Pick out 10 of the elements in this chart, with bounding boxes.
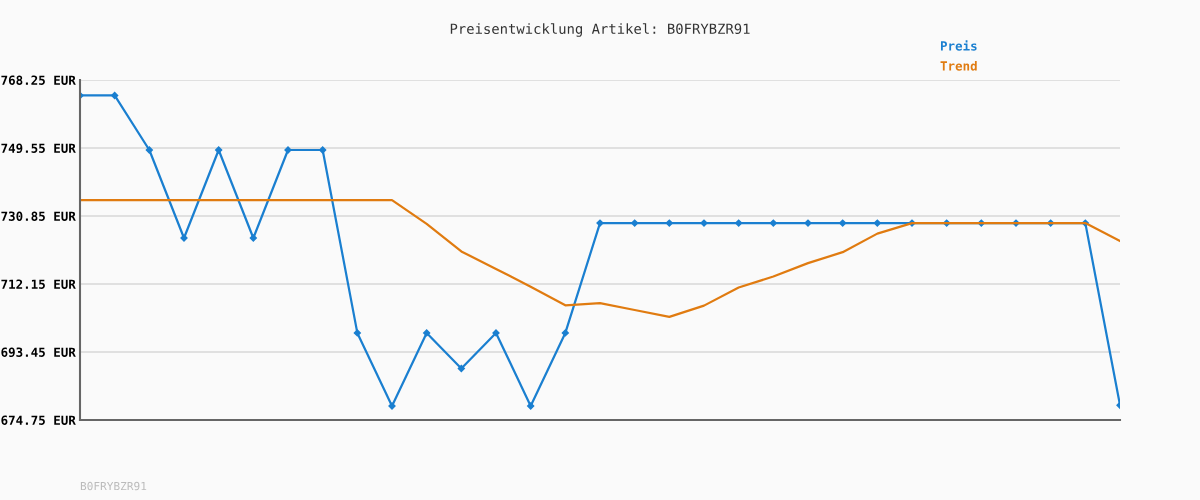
text: Trend bbox=[940, 60, 977, 71]
y-tick-label: 730.85 EUR bbox=[1, 211, 76, 221]
y-tick-label: 712.15 EUR bbox=[1, 279, 76, 289]
text: B0FRYBZR91 bbox=[80, 481, 147, 491]
text: Preis bbox=[940, 40, 977, 51]
y-tick-label: 693.45 EUR bbox=[1, 347, 76, 357]
y-tick-label: 768.25 EUR bbox=[1, 75, 76, 85]
chart-title: Preisentwicklung Artikel: B0FRYBZR91 bbox=[450, 23, 750, 37]
y-tick-label: 749.55 EUR bbox=[1, 143, 76, 153]
y-tick-label: 674.75 EUR bbox=[1, 415, 76, 425]
